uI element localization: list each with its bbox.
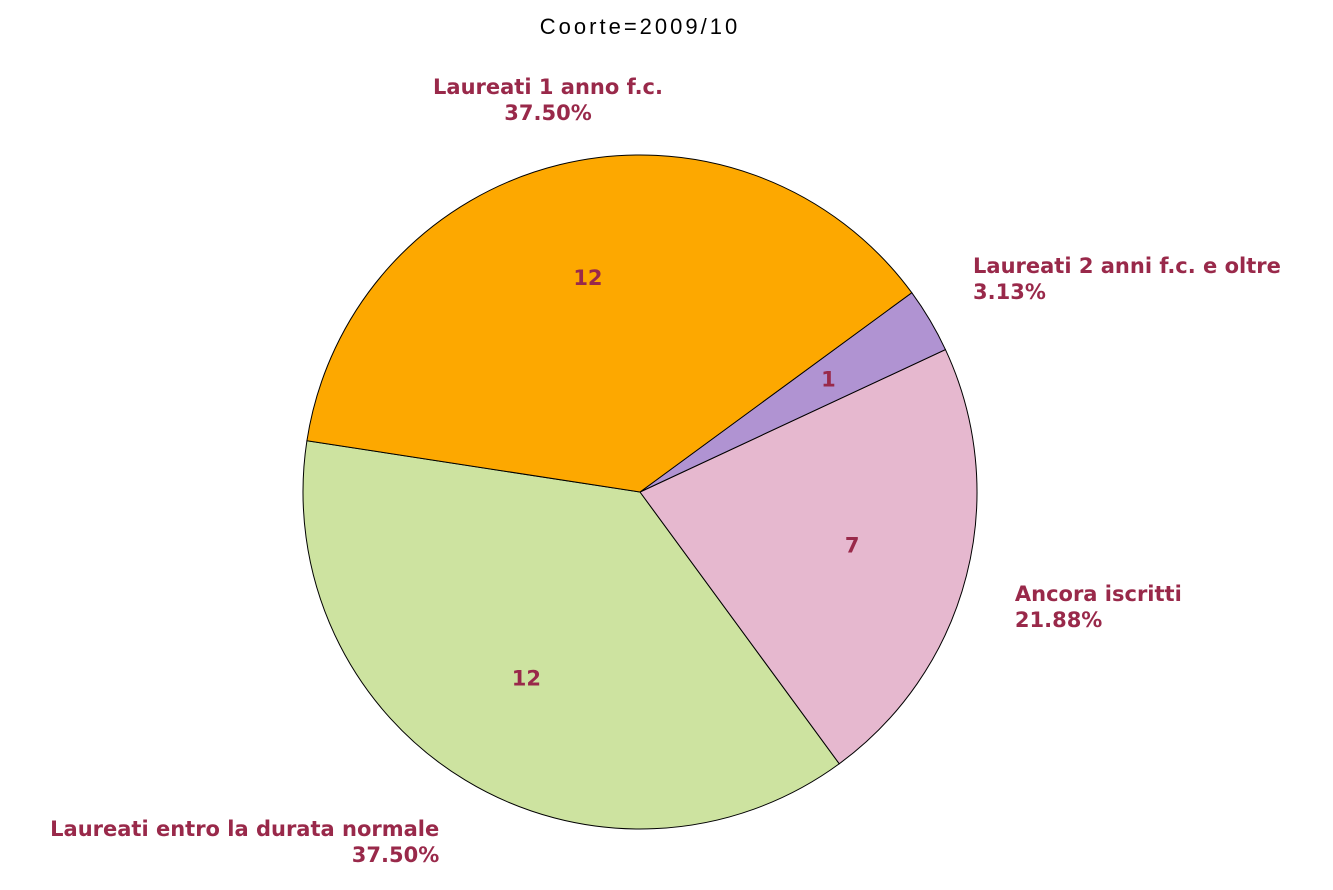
slice-label: Laureati 2 anni f.c. e oltre bbox=[973, 254, 1281, 278]
percent-label: 3.13% bbox=[973, 280, 1046, 304]
value-label: 1 bbox=[821, 367, 836, 391]
value-label: 7 bbox=[845, 533, 860, 557]
value-label: 12 bbox=[512, 666, 541, 690]
percent-label: 37.50% bbox=[352, 843, 439, 867]
percent-label: 21.88% bbox=[1015, 608, 1102, 632]
slice-label: Laureati 1 anno f.c. bbox=[433, 75, 663, 99]
slice-label: Laureati entro la durata normale bbox=[50, 817, 439, 841]
percent-label: 37.50% bbox=[504, 101, 591, 125]
value-label: 12 bbox=[573, 266, 602, 290]
pie-slice bbox=[302, 440, 840, 830]
pie-slice bbox=[306, 154, 913, 493]
chart-title: Coorte=2009/10 bbox=[540, 14, 740, 39]
slice-label: Ancora iscritti bbox=[1015, 582, 1182, 606]
